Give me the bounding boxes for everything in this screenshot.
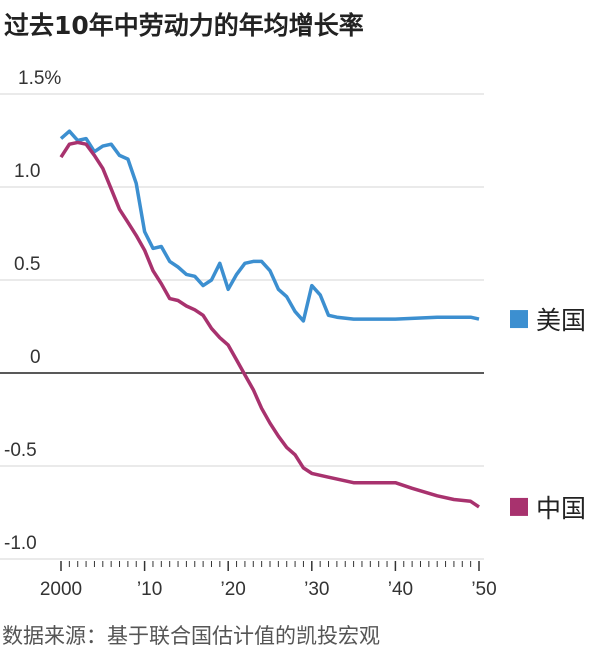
x-tick-label: ’30 bbox=[304, 579, 329, 600]
x-tick-label: ’40 bbox=[388, 579, 413, 600]
y-tick-label: 0.5 bbox=[14, 254, 40, 275]
y-tick-label: -0.5 bbox=[4, 440, 37, 461]
line-chart: 1.5% 1.0 0.5 0 -0.5 -1.0 2000 ’10 ’20 ’30 ’40 ’50 美国… bbox=[0, 68, 586, 600]
y-tick-label: 1.5% bbox=[18, 68, 61, 89]
y-tick-label: -1.0 bbox=[4, 533, 37, 554]
source-note: 数据来源：基于联合国估计值的凯投宏观 bbox=[2, 624, 380, 648]
series-line-china bbox=[59, 140, 480, 509]
series-line-us bbox=[59, 129, 480, 323]
legend-label: 美国 bbox=[536, 306, 586, 335]
x-tick-label: ’10 bbox=[137, 579, 162, 600]
x-tick-label: ’20 bbox=[221, 579, 246, 600]
y-tick-label: 0 bbox=[30, 347, 41, 368]
legend-swatch bbox=[510, 497, 528, 516]
legend-label: 中国 bbox=[536, 494, 586, 523]
x-tick-label: 2000 bbox=[40, 579, 82, 600]
y-tick-label: 1.0 bbox=[14, 161, 40, 182]
x-tick-label: ’50 bbox=[471, 579, 496, 600]
chart-title: 过去10年中劳动力的年均增长率 bbox=[4, 11, 364, 40]
legend-swatch bbox=[510, 310, 528, 329]
